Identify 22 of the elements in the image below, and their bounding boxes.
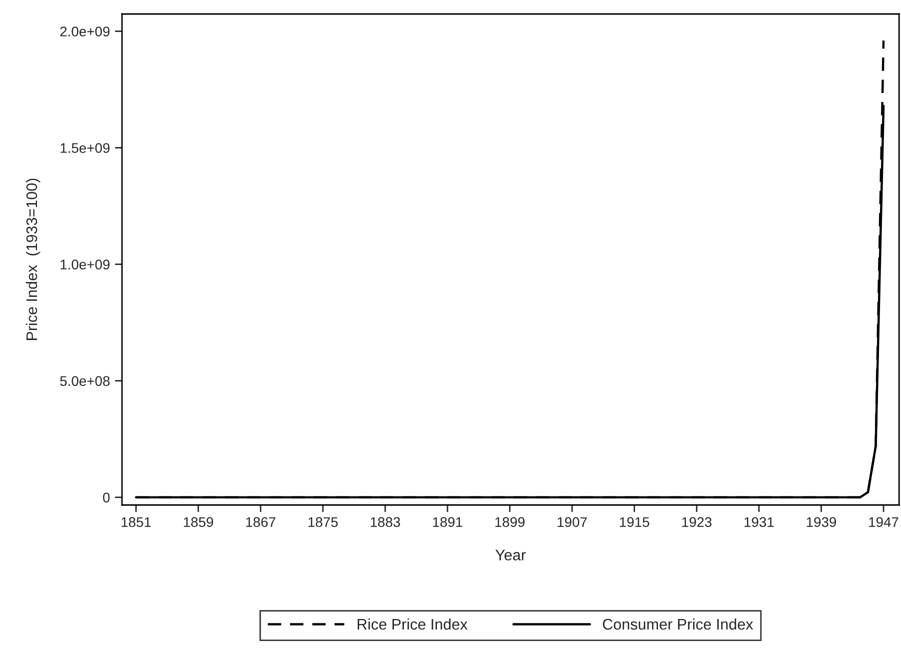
- x-tick-label: 1931: [744, 517, 774, 528]
- x-tick-label: 1851: [122, 517, 151, 528]
- legend-label: Rice Price Index: [358, 618, 468, 630]
- y-tick-label: 0: [103, 492, 110, 502]
- x-tick-label: 1859: [184, 517, 214, 528]
- y-tick-label: 5.0e+08: [60, 376, 110, 386]
- y-tick-label: 2.0e+09: [60, 26, 110, 36]
- x-tick-label: 1907: [558, 517, 587, 528]
- x-tick-label: 1891: [433, 517, 462, 528]
- x-tick-label: 1875: [308, 517, 338, 528]
- x-axis-title: Year: [495, 550, 526, 560]
- x-tick-label: 1899: [495, 517, 525, 528]
- x-tick-label: 1923: [682, 517, 712, 528]
- x-tick-label: 1939: [806, 517, 836, 528]
- x-tick-label: 1883: [370, 517, 400, 528]
- x-tick-label: 1867: [246, 517, 276, 528]
- y-tick-label: 1.5e+09: [60, 143, 110, 153]
- legend-label: Consumer Price Index: [602, 618, 754, 630]
- x-tick-label: 1947: [869, 517, 898, 528]
- y-tick-label: 1.0e+09: [60, 260, 110, 270]
- y-axis-title: Price Index (1933=100): [26, 178, 40, 340]
- x-tick-label: 1915: [620, 517, 650, 528]
